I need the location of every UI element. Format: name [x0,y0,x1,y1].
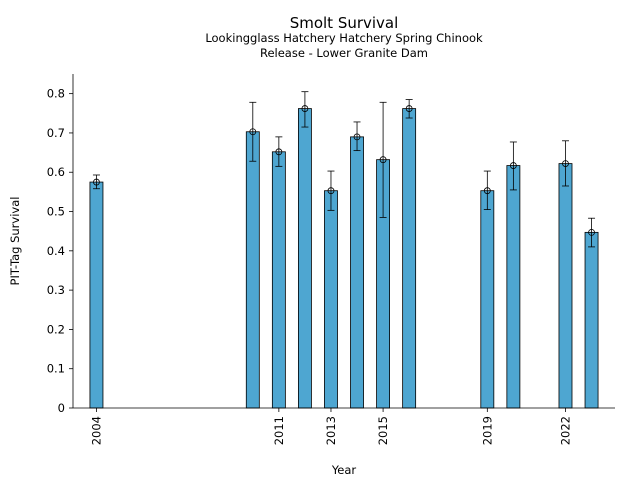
y-tick-label: 0.4 [47,244,65,258]
y-tick-label: 0.3 [47,283,65,297]
bar-2022 [558,163,573,409]
x-axis-label: Year [331,463,357,477]
bar-2023 [584,231,599,409]
y-tick-label: 0 [58,401,65,415]
point-marker-2004 [93,178,100,186]
y-axis-label: PIT-Tag Survival [8,197,22,286]
y-tick-label: 0.5 [47,205,65,219]
point-marker-2023 [588,228,595,236]
point-marker-2019 [483,187,491,195]
x-tick-label: 2011 [272,416,286,445]
point-marker-2020 [509,162,517,169]
x-tick-label: 2013 [324,416,338,445]
y-tick-label: 0.2 [47,322,65,336]
bars-layer [89,108,599,409]
errorbar-layer [92,91,596,248]
x-tick-label: 2004 [89,416,103,445]
bar-2004 [89,181,104,409]
bar-2013 [324,190,338,409]
bar-2010 [245,131,260,409]
point-marker-2014 [353,133,361,141]
x-tick-label: 2015 [376,416,390,445]
bar-2016 [402,108,417,409]
chart-subtitle-line-1: Lookingglass Hatchery Hatchery Spring Ch… [205,31,483,45]
chart-title: Smolt Survival [290,14,399,32]
bar-2019 [480,190,495,409]
y-tick-label: 0.6 [47,165,65,179]
point-marker-2013 [327,187,335,195]
point-marker-2010 [249,128,257,136]
axes-layer: 0 0.1 0.2 0.3 0.4 0.5 0.6 0.7 0.8 2004 2011 2013 201… [47,74,615,445]
bar-2011 [271,151,286,409]
y-tick-label: 0.8 [47,87,65,101]
point-marker-2012 [301,105,309,112]
point-marker-2016 [405,105,413,112]
y-tick-label: 0.1 [47,362,65,376]
point-marker-2011 [275,148,283,156]
y-tick-label: 0.7 [47,126,65,140]
x-tick-label: 2019 [480,416,494,445]
x-tick-label: 2022 [558,416,572,445]
bar-2012 [297,108,312,409]
point-marker-2022 [562,160,569,167]
bar-2014 [350,136,364,409]
point-marker-2015 [379,156,387,164]
chart-subtitle-line-2: Release - Lower Granite Dam [260,46,428,60]
bar-2020 [506,165,521,409]
